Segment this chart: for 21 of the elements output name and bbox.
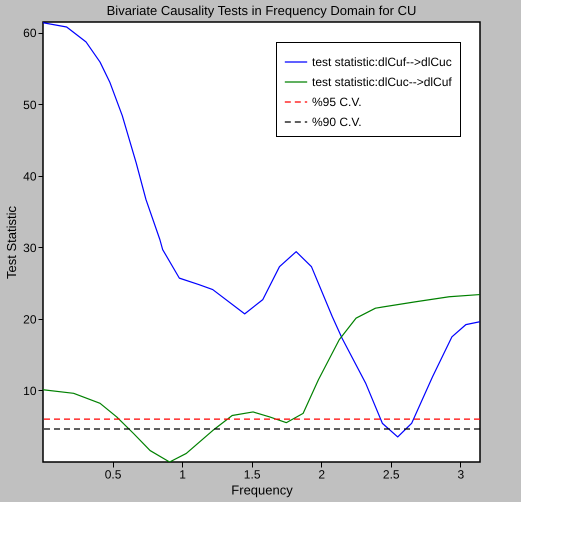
x-axis-title: Frequency: [231, 482, 294, 498]
legend-label: test statistic:dlCuf-->dlCuc: [312, 55, 452, 69]
y-tick-label: 30: [23, 240, 37, 255]
y-axis-title: Test Statistic: [4, 206, 20, 279]
chart-title: Bivariate Causality Tests in Frequency Domain for CU: [106, 3, 416, 18]
x-tick-label: 2.5: [382, 468, 400, 482]
line-series: [43, 22, 480, 438]
legend-label: test statistic:dlCuc-->dlCuf: [312, 75, 452, 89]
line-series: [43, 294, 480, 462]
y-tick-label: 60: [23, 26, 37, 40]
legend-label: %90 C.V.: [312, 115, 362, 129]
x-tick-label: 3: [457, 468, 464, 482]
legend-label: %95 C.V.: [312, 95, 362, 109]
x-tick-label: 1.5: [244, 468, 261, 482]
y-tick-label: 40: [23, 169, 37, 184]
y-tick-label: 50: [23, 98, 37, 112]
x-tick-label: 1: [179, 468, 186, 482]
y-tick-label: 10: [23, 384, 37, 398]
x-tick-label: 0.5: [104, 468, 122, 482]
y-tick-label: 20: [23, 312, 37, 326]
x-tick-label: 2: [318, 468, 326, 482]
